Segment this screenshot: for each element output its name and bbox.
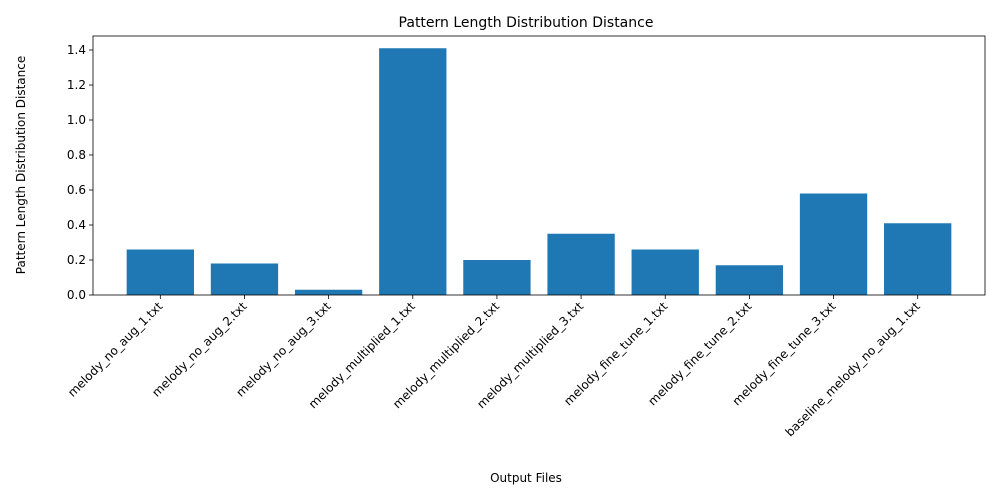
y-tick-label: 0.0 [67,288,86,302]
bar [294,289,363,295]
bar [547,233,615,295]
chart-title: Pattern Length Distribution Distance [399,15,654,31]
bar [210,263,279,295]
plot-area: 0.0 0.2 0.4 0.6 0.8 1.0 1.2 1.4 melody_no_aug_1.… [65,35,986,439]
y-tick-label: 1.0 [67,113,86,127]
bar [799,193,868,295]
x-tick-label: melody_no_aug_2.txt [149,299,250,400]
x-axis-label: Output Files [490,471,562,485]
bar [715,265,784,295]
bar [884,223,952,295]
y-tick-label: 0.4 [67,218,86,232]
y-tick-label: 1.2 [67,78,86,92]
y-tick-label: 0.2 [67,253,86,267]
bar [631,249,699,295]
y-tick-label: 1.4 [67,43,86,57]
x-tick-label: melody_no_aug_1.txt [65,299,166,400]
x-tick-label: baseline_melody_no_aug_1.txt [783,299,923,439]
axes-frame [92,35,986,296]
bar [126,249,194,295]
bar [379,48,447,295]
bar [463,260,531,295]
x-tick-label: melody_no_aug_3.txt [233,299,334,400]
y-tick-label: 0.6 [67,183,86,197]
y-axis-label: Pattern Length Distribution Distance [14,56,28,274]
y-tick-label: 0.8 [67,148,86,162]
